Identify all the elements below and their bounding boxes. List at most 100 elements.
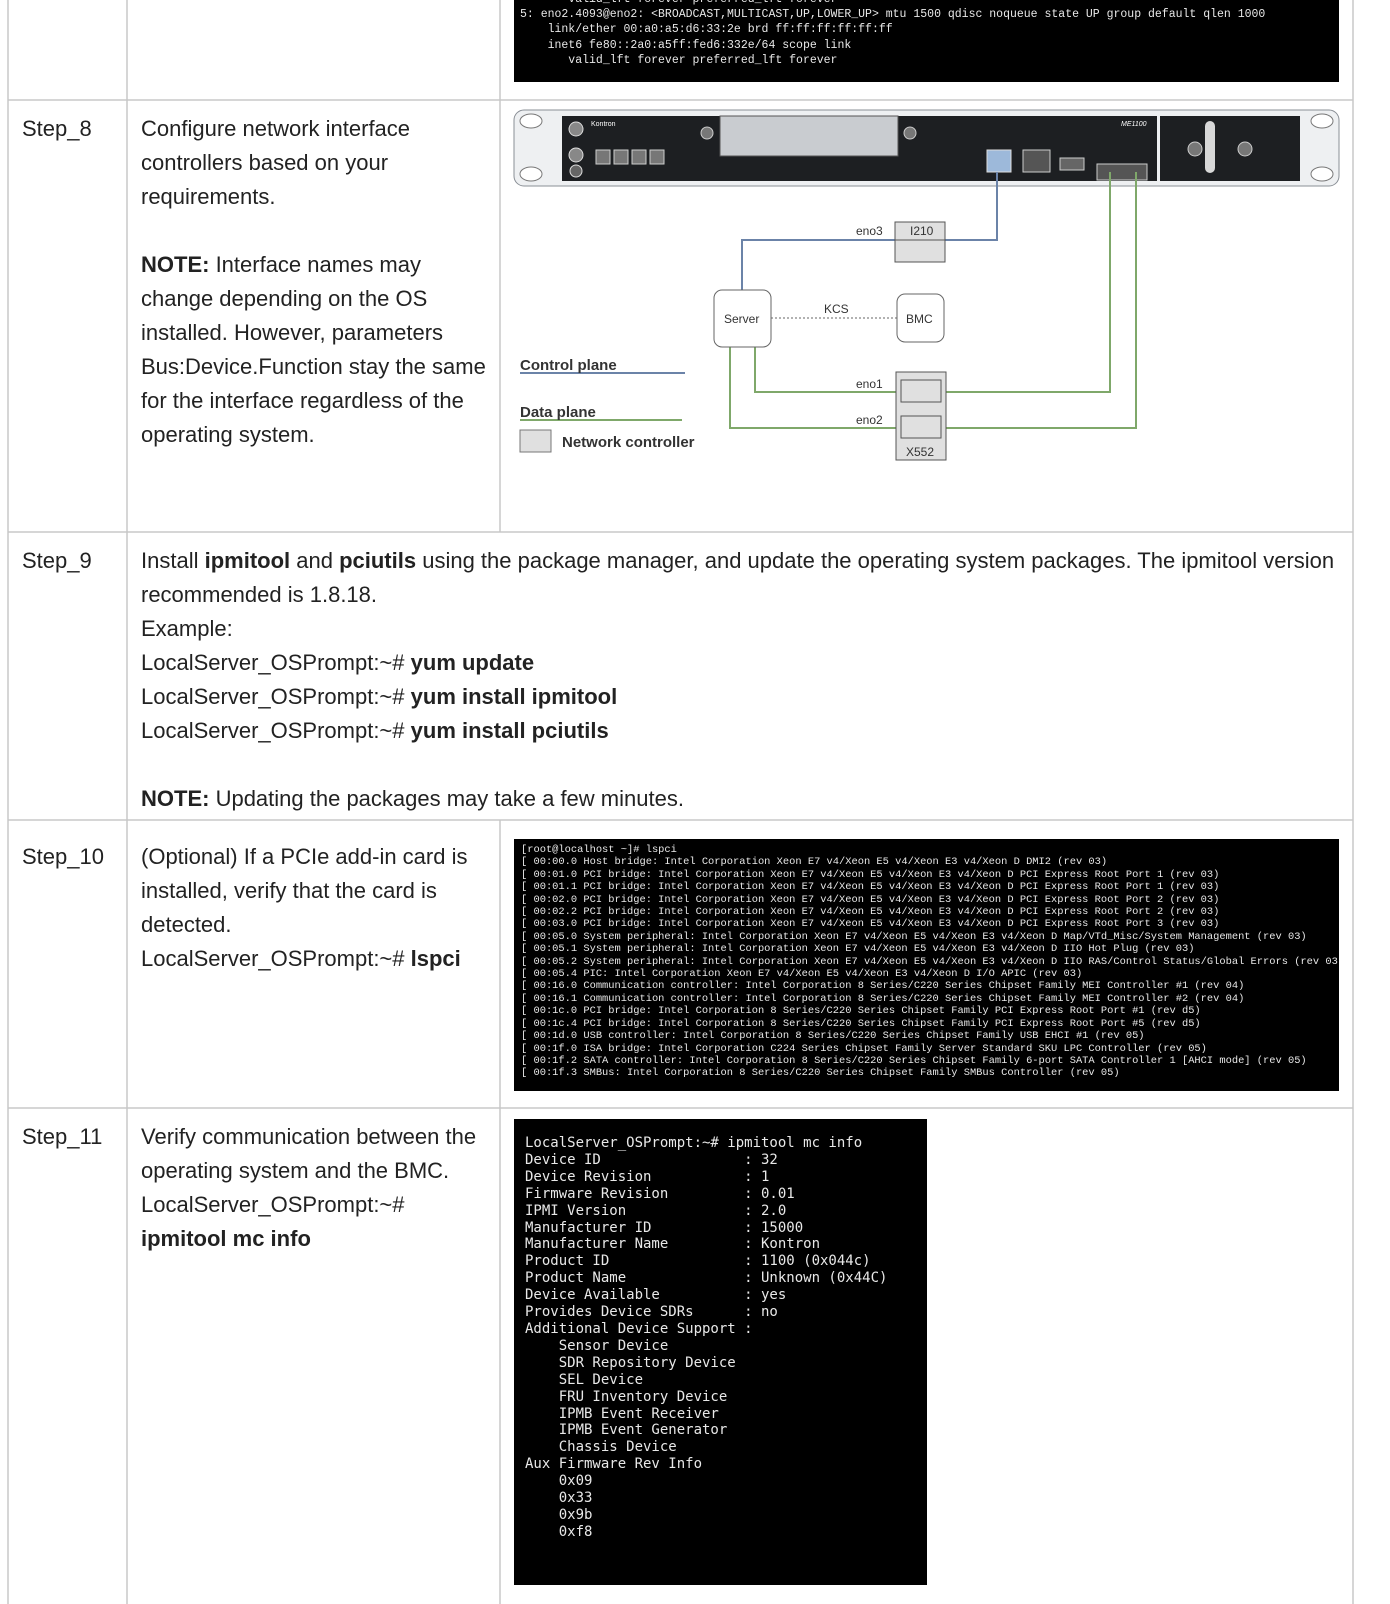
- paragraph: (Optional) If a PCIe add-in card is inst…: [141, 840, 486, 976]
- text-line: Install ipmitool and pciutils using the …: [141, 544, 1346, 612]
- terminal-line: [ 00:05.4 PIC: Intel Corporation Xeon E7…: [521, 968, 1083, 981]
- step-description: (Optional) If a PCIe add-in card is inst…: [141, 840, 486, 976]
- terminal-line: [ 00:02.0 PCI bridge: Intel Corporation …: [521, 893, 1220, 906]
- terminal-line: 0x33: [525, 1490, 593, 1507]
- bold-text: ipmitool: [204, 548, 291, 573]
- terminal-line: [ 00:03.0 PCI bridge: Intel Corporation …: [521, 918, 1220, 931]
- terminal-line: Manufacturer Name : Kontron: [525, 1236, 821, 1253]
- terminal-line: Provides Device SDRs : no: [525, 1304, 778, 1321]
- bold-text: yum update: [410, 650, 535, 675]
- paragraph: Verify communication between the operati…: [141, 1120, 486, 1256]
- terminal-line: Sensor Device: [525, 1337, 669, 1354]
- text-line: LocalServer_OSPrompt:~# ipmitool mc info: [141, 1188, 486, 1256]
- terminal-line: SDR Repository Device: [525, 1354, 736, 1371]
- terminal-line: [ 00:1f.2 SATA controller: Intel Corpora…: [521, 1054, 1307, 1067]
- terminal-line: IPMB Event Generator: [525, 1422, 728, 1439]
- text-line: LocalServer_OSPrompt:~# yum install ipmi…: [141, 680, 1346, 714]
- text-run: LocalServer_OSPrompt:~#: [141, 718, 411, 743]
- paragraph: NOTE: Updating the packages may take a f…: [141, 782, 1346, 816]
- bold-text: yum install ipmitool: [410, 684, 618, 709]
- terminal-line: Device ID : 32: [525, 1151, 778, 1168]
- terminal-line: SEL Device: [525, 1371, 644, 1388]
- terminal-line: 0x9b: [525, 1506, 593, 1523]
- text-run: LocalServer_OSPrompt:~#: [141, 650, 411, 675]
- terminal-line: 0x09: [525, 1473, 593, 1490]
- text-run: Example:: [141, 616, 233, 641]
- terminal-line: valid_lft forever preferred_lft forever: [520, 53, 838, 67]
- legend-control: Control plane: [520, 357, 617, 374]
- text-line: NOTE: Interface names may change dependi…: [141, 248, 486, 452]
- eno2-label: eno2: [856, 413, 883, 427]
- step-label: Step_11: [22, 1124, 103, 1149]
- terminal-line: IPMI Version : 2.0: [525, 1202, 787, 1219]
- terminal-line: [ 00:05.1 System peripheral: Intel Corpo…: [521, 943, 1195, 956]
- paragraph: Install ipmitool and pciutils using the …: [141, 544, 1346, 748]
- legend-data: Data plane: [520, 404, 596, 421]
- step-label: Step_9: [22, 548, 92, 573]
- text-line: Configure network interface controllers …: [141, 112, 486, 214]
- terminal-line: [ 00:1d.0 USB controller: Intel Corporat…: [521, 1030, 1145, 1043]
- text-run: using the package manager, and update th…: [141, 548, 1335, 607]
- terminal-line: [ 00:1c.4 PCI bridge: Intel Corporation …: [521, 1017, 1201, 1030]
- terminal-line: Firmware Revision : 0.01: [525, 1185, 795, 1202]
- bold-text: lspci: [410, 946, 461, 971]
- terminal-line: 0xf8: [525, 1523, 593, 1540]
- bold-text: NOTE:: [141, 252, 210, 277]
- chassis-brand: Kontron: [591, 121, 616, 128]
- terminal-line: [root@localhost ~]# lspci: [521, 844, 677, 856]
- components: [519, 221, 947, 461]
- terminal-line: Aux Firmware Rev Info: [525, 1456, 703, 1473]
- step-description: Verify communication between the operati…: [141, 1120, 486, 1256]
- terminal-line: [ 00:00.0 Host bridge: Intel Corporation…: [521, 856, 1108, 869]
- terminal-line: link/ether 00:a0:a5:d6:33:2e brd ff:ff:f…: [520, 23, 893, 37]
- legend-network: Network controller: [562, 434, 695, 451]
- terminal-line: Device Revision : 1: [525, 1168, 770, 1185]
- paragraph: NOTE: Interface names may change dependi…: [141, 248, 486, 452]
- table-borders: [7, 0, 1354, 1604]
- terminal-line: [ 00:16.1 Communication controller: Inte…: [521, 992, 1245, 1005]
- terminal-line: [ 00:1f.0 ISA bridge: Intel Corporation …: [521, 1042, 1207, 1055]
- step-description: Configure network interface controllers …: [141, 112, 486, 452]
- text-run: Configure network interface controllers …: [141, 116, 411, 209]
- bmc-label: BMC: [906, 312, 933, 326]
- step-label: Step_8: [22, 116, 92, 141]
- terminal-line: [ 00:1c.0 PCI bridge: Intel Corporation …: [521, 1005, 1201, 1018]
- chassis-model: ME1100: [1121, 121, 1147, 128]
- bold-text: yum install pciutils: [410, 718, 609, 743]
- step-label: Step_10: [22, 844, 104, 869]
- terminal-line: [ 00:01.1 PCI bridge: Intel Corporation …: [521, 881, 1220, 894]
- terminal-line: LocalServer_OSPrompt:~# ipmitool mc info: [525, 1135, 863, 1151]
- terminal-line: Product Name : Unknown (0x44C): [525, 1270, 888, 1287]
- text-run: LocalServer_OSPrompt:~#: [141, 1192, 405, 1217]
- terminal-output: LocalServer_OSPrompt:~# ipmitool mc info…: [514, 1119, 927, 1585]
- bold-text: pciutils: [339, 548, 417, 573]
- text-run: Updating the packages may take a few min…: [209, 786, 684, 811]
- i210-label: I210: [910, 224, 934, 238]
- terminal-line: IPMB Event Receiver: [525, 1405, 719, 1422]
- terminal-line: 5: eno2.4093@eno2: <BROADCAST,MULTICAST,…: [520, 8, 1266, 22]
- paragraph: Configure network interface controllers …: [141, 112, 486, 214]
- text-line: NOTE: Updating the packages may take a f…: [141, 782, 1346, 816]
- terminal-line: Additional Device Support :: [525, 1320, 753, 1337]
- text-run: Verify communication between the operati…: [141, 1124, 477, 1183]
- text-line: LocalServer_OSPrompt:~# yum update: [141, 646, 1346, 680]
- text-run: LocalServer_OSPrompt:~#: [141, 684, 411, 709]
- terminal-line: Device Available : yes: [525, 1287, 787, 1304]
- terminal-line: Product ID : 1100 (0x044c): [525, 1253, 871, 1270]
- terminal-line: [ 00:1f.3 SMBus: Intel Corporation 8 Ser…: [521, 1067, 1120, 1080]
- text-line: (Optional) If a PCIe add-in card is inst…: [141, 840, 486, 942]
- x552-label: X552: [906, 445, 934, 459]
- text-run: LocalServer_OSPrompt:~#: [141, 946, 411, 971]
- eno1-label: eno1: [856, 377, 883, 391]
- terminal-line: inet6 fe80::2a0:a5ff:fed6:332e/64 scope …: [520, 38, 852, 52]
- terminal-line: valid_lft forever preferred_lft forever: [520, 0, 1339, 7]
- terminal-line: [ 00:05.2 System peripheral: Intel Corpo…: [521, 955, 1339, 968]
- terminal-line: [ 00:02.2 PCI bridge: Intel Corporation …: [521, 906, 1220, 919]
- bold-text: ipmitool mc info: [141, 1226, 311, 1251]
- terminal-line: [ 00:01.0 PCI bridge: Intel Corporation …: [521, 868, 1220, 881]
- text-run: (Optional) If a PCIe add-in card is inst…: [141, 844, 468, 937]
- text-line: Verify communication between the operati…: [141, 1120, 486, 1188]
- diagram-labels: eno3 I210 Server KCS BMC eno1 eno2 X552 …: [520, 224, 934, 459]
- server-label: Server: [724, 312, 759, 326]
